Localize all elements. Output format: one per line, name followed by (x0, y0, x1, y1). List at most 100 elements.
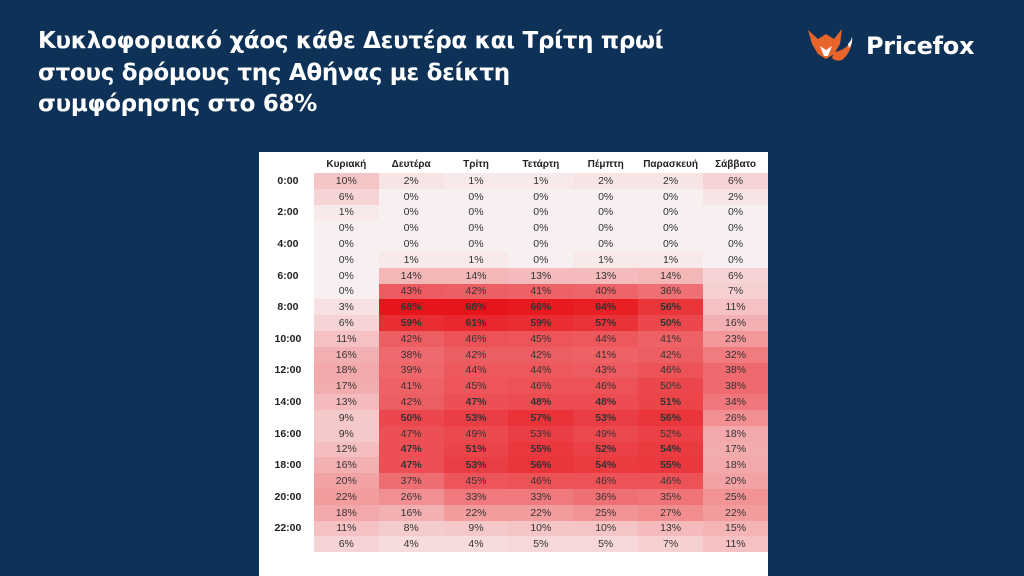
heat-cell: 17% (703, 441, 768, 458)
heat-cell: 5% (508, 536, 574, 553)
heat-cell: 44% (508, 362, 574, 379)
table-row: 0:00 10% 2% 1% 1% 2% 2% 6% (262, 173, 768, 189)
hour-label: 12:00 (274, 364, 302, 377)
heat-cell: 47% (378, 457, 444, 474)
table-row: 20:00 22% 26% 33% 33% 36% 35% 25% (262, 488, 768, 505)
heat-cell: 41% (573, 346, 639, 363)
heat-cell: 56% (508, 457, 574, 474)
heat-cell: 6% (703, 173, 768, 189)
heat-cell: 22% (508, 504, 574, 521)
hour-label (262, 347, 314, 363)
heat-cell: 49% (573, 425, 639, 442)
hour-label (262, 315, 314, 331)
title-line-2: στους δρόμους της Αθήνας με δείκτη (38, 59, 510, 86)
heat-cell: 10% (573, 520, 639, 537)
heat-cell: 53% (443, 409, 509, 426)
heat-cell: 46% (508, 378, 574, 395)
traffic-heatmap-table: Κυριακή Δευτέρα Τρίτη Τετάρτη Πέμπτη Παρασκευ… (262, 155, 768, 553)
heat-cell: 0% (703, 236, 768, 252)
heat-cell: 6% (313, 536, 379, 553)
heat-cell: 68% (443, 299, 509, 316)
column-header: Τρίτη (463, 158, 489, 170)
heat-cell: 46% (638, 473, 704, 489)
heat-cell: 4% (443, 536, 509, 553)
heat-cell: 47% (378, 441, 444, 458)
hour-label (262, 473, 314, 489)
heat-cell: 0% (313, 236, 379, 252)
hour-label: 2:00 (277, 206, 299, 219)
heat-cell: 17% (313, 378, 379, 395)
brand-name: Pricefox (866, 32, 975, 60)
table-row: 2:00 1% 0% 0% 0% 0% 0% 0% (262, 204, 768, 221)
heat-cell: 12% (313, 441, 379, 458)
heat-cell: 22% (313, 488, 379, 505)
hour-label (262, 284, 314, 300)
table-row: 10:00 11% 42% 46% 45% 44% 41% 23% (262, 330, 768, 347)
heat-cell: 11% (313, 330, 379, 347)
column-header: Κυριακή (326, 158, 367, 170)
heat-cell: 14% (638, 267, 704, 284)
heat-cell: 1% (443, 251, 509, 268)
heat-cell: 27% (638, 504, 704, 521)
heat-cell: 18% (703, 425, 768, 442)
heat-cell: 0% (443, 220, 509, 237)
heat-cell: 42% (443, 346, 509, 363)
hour-label: 14:00 (274, 396, 302, 409)
heat-cell: 0% (703, 251, 768, 268)
heat-cell: 18% (313, 504, 379, 521)
heat-cell: 46% (638, 362, 704, 379)
table-row: 0% 43% 42% 41% 40% 36% 7% (262, 283, 768, 300)
heat-cell: 0% (573, 236, 639, 252)
heat-cell: 50% (638, 378, 704, 395)
heat-cell: 25% (573, 504, 639, 521)
heat-cell: 39% (378, 362, 444, 379)
heat-cell: 23% (703, 330, 768, 347)
heat-cell: 0% (508, 236, 574, 252)
heat-cell: 20% (703, 473, 768, 489)
title-line-1: Κυκλοφοριακό χάος κάθε Δευτέρα και Τρίτη… (38, 28, 664, 54)
hour-label: 16:00 (274, 427, 302, 440)
heat-cell: 51% (443, 441, 509, 458)
heat-cell: 1% (378, 251, 444, 268)
heat-cell: 41% (508, 283, 574, 300)
heat-cell: 0% (378, 204, 444, 221)
heat-cell: 38% (703, 378, 768, 395)
heat-cell: 33% (443, 488, 509, 505)
heat-cell: 18% (703, 457, 768, 474)
table-row: 20% 37% 45% 46% 46% 46% 20% (262, 473, 768, 489)
column-header: Τετάρτη (522, 158, 560, 170)
heat-cell: 43% (573, 362, 639, 379)
heat-cell: 38% (703, 362, 768, 379)
heat-cell: 14% (443, 267, 509, 284)
heat-cell: 54% (573, 457, 639, 474)
heatmap-panel: Κυριακή Δευτέρα Τρίτη Τετάρτη Πέμπτη Παρασκευ… (259, 152, 768, 576)
table-row: 9% 50% 53% 57% 53% 56% 26% (262, 409, 768, 426)
heat-cell: 33% (508, 488, 574, 505)
heat-cell: 0% (573, 188, 639, 205)
heat-cell: 45% (443, 378, 509, 395)
heat-cell: 59% (378, 315, 444, 331)
column-header: Δευτέρα (391, 158, 431, 170)
heat-cell: 0% (508, 188, 574, 205)
heat-cell: 41% (638, 330, 704, 347)
hour-label: 4:00 (277, 238, 299, 251)
heat-cell: 53% (443, 457, 509, 474)
hour-label: 20:00 (274, 490, 302, 503)
heatmap-body: 0:00 10% 2% 1% 1% 2% 2% 6% 6% 0% 0% 0% 0% 0% 2% 2:00 1% 0… (262, 173, 768, 553)
heat-cell: 44% (573, 330, 639, 347)
heat-cell: 10% (313, 173, 379, 189)
heat-cell: 1% (508, 173, 574, 189)
heat-cell: 0% (638, 220, 704, 237)
heat-cell: 46% (573, 473, 639, 489)
hour-label (262, 378, 314, 394)
heat-cell: 64% (573, 299, 639, 316)
heat-cell: 5% (573, 536, 639, 553)
heat-cell: 52% (638, 425, 704, 442)
heat-cell: 2% (378, 173, 444, 189)
heat-cell: 46% (508, 473, 574, 489)
heat-cell: 0% (638, 204, 704, 221)
heat-cell: 47% (378, 425, 444, 442)
heat-cell: 0% (313, 220, 379, 237)
heat-cell: 16% (313, 457, 379, 474)
heat-cell: 9% (313, 409, 379, 426)
